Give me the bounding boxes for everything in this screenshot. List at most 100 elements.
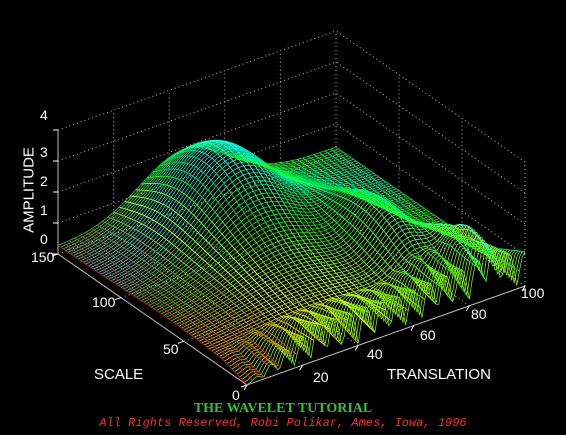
surface-column — [389, 276, 393, 279]
surface-column — [252, 371, 256, 375]
surface-column — [386, 275, 390, 278]
surface-column — [307, 184, 311, 187]
surface-column — [271, 164, 275, 167]
surface-column — [318, 313, 321, 316]
y-tick-50: 50 — [163, 341, 179, 357]
surface-column — [466, 229, 470, 231]
surface-column — [326, 187, 329, 190]
surface-column — [414, 217, 418, 220]
surface-column — [351, 282, 355, 286]
surface-column — [315, 210, 319, 215]
surface-column — [307, 177, 311, 180]
surface-column — [303, 171, 307, 175]
surface-column — [239, 148, 243, 152]
surface-column — [178, 325, 182, 329]
surface-column — [192, 278, 196, 282]
surface-column — [280, 162, 284, 165]
surface-column — [186, 324, 190, 328]
surface-column — [375, 288, 379, 291]
surface-column — [292, 336, 296, 340]
surface-column — [303, 307, 307, 311]
surface-column — [116, 242, 120, 246]
surface-column — [246, 151, 250, 154]
surface-column — [161, 313, 165, 316]
surface-column — [428, 277, 432, 281]
surface-column — [170, 162, 174, 164]
surface-column — [183, 253, 187, 257]
surface-column — [86, 251, 90, 255]
surface-column — [353, 284, 358, 289]
surface-column — [399, 213, 403, 216]
surface-column — [476, 248, 480, 251]
surface-column — [134, 276, 138, 280]
surface-column — [251, 268, 256, 272]
surface-column — [228, 298, 232, 302]
surface-column — [315, 256, 319, 261]
surface-column — [317, 298, 321, 302]
surface-column — [270, 313, 274, 317]
surface-column — [413, 206, 417, 209]
surface-column — [406, 249, 410, 254]
surface-column — [356, 306, 360, 309]
surface-column — [299, 322, 303, 326]
surface-column — [352, 169, 356, 173]
surface-column — [428, 296, 432, 300]
surface-column — [447, 243, 450, 246]
surface-column — [222, 316, 226, 320]
surface-column — [403, 199, 407, 202]
surface-column — [179, 277, 183, 280]
surface-column — [264, 329, 268, 332]
surface-column — [128, 286, 132, 289]
surface-column — [316, 273, 320, 278]
surface-column — [305, 243, 309, 248]
surface-column — [316, 175, 320, 179]
surface-column — [364, 183, 368, 186]
surface-column — [456, 230, 460, 233]
surface-column — [247, 291, 252, 295]
surface-column — [241, 148, 245, 150]
surface-column — [207, 253, 211, 257]
surface-column — [283, 189, 288, 194]
surface-column — [187, 311, 191, 315]
surface-column — [285, 198, 290, 204]
surface-column — [290, 325, 294, 329]
surface-column — [138, 264, 142, 268]
surface-column — [457, 234, 461, 236]
surface-column — [390, 211, 394, 214]
surface-column — [227, 215, 231, 220]
surface-column — [213, 286, 217, 289]
surface-column — [256, 282, 260, 286]
surface-column — [310, 211, 314, 216]
surface-column — [309, 181, 313, 184]
surface-column — [234, 295, 238, 299]
surface-column — [421, 206, 425, 209]
surface-column — [297, 313, 301, 315]
surface-column — [471, 231, 475, 235]
surface-column — [279, 306, 283, 310]
surface-column — [243, 147, 247, 151]
surface-column — [341, 317, 345, 320]
surface-column — [106, 230, 110, 233]
surface-column — [174, 281, 178, 284]
surface-column — [289, 176, 293, 179]
surface-column — [351, 306, 354, 309]
surface-column — [195, 217, 200, 221]
surface-column — [325, 316, 329, 318]
surface-column — [398, 286, 402, 288]
surface-column — [418, 229, 422, 233]
surface-column — [495, 256, 500, 259]
surface-column — [410, 209, 414, 212]
surface-column — [453, 276, 458, 282]
surface-column — [84, 244, 88, 247]
surface-column — [318, 213, 322, 217]
surface-column — [405, 271, 409, 275]
surface-column — [405, 200, 409, 204]
surface-column — [119, 266, 123, 270]
surface-column — [376, 291, 380, 294]
surface-column — [224, 140, 228, 143]
surface-column — [474, 242, 478, 245]
surface-column — [414, 302, 418, 306]
surface-column — [238, 273, 242, 277]
surface-column — [358, 256, 362, 260]
surface-column — [415, 239, 419, 244]
